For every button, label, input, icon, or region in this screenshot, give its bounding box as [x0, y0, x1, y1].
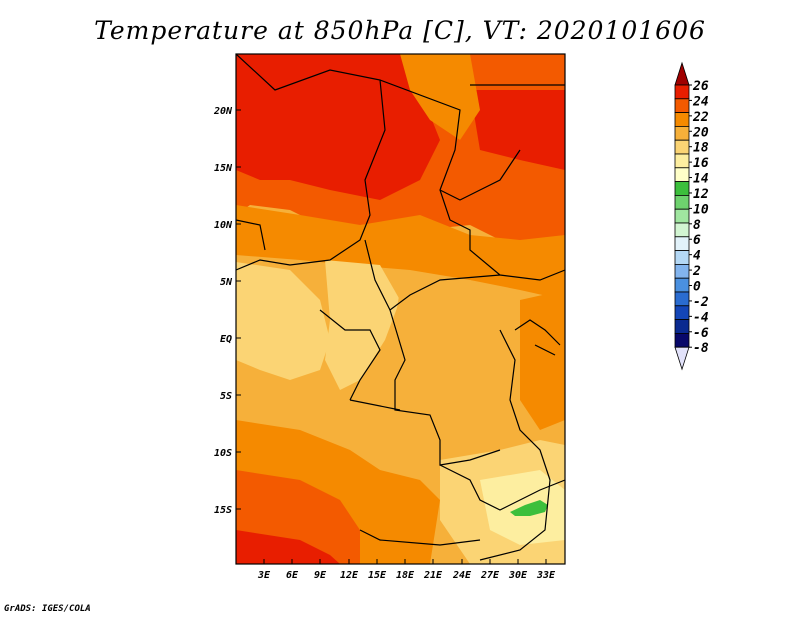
colorbar-swatch — [674, 319, 690, 334]
lon-label: 30E — [508, 570, 528, 581]
lat-label: 20N — [213, 106, 233, 117]
latitude-axis: 20N 15N 10N 5N EQ 5S 10S 15S — [213, 106, 241, 516]
colorbar-swatch — [674, 194, 690, 210]
colorbar-level-label: 10 — [693, 202, 709, 217]
colorbar-swatch — [674, 277, 690, 293]
colorbar-swatch — [674, 112, 690, 127]
colorbar-level-label: -8 — [693, 341, 709, 356]
grads-credit: GrADS: IGES/COLA — [4, 604, 91, 614]
lon-label: 3E — [257, 570, 271, 581]
colorbar-level-label: 24 — [692, 94, 709, 109]
colorbar-swatch — [674, 98, 690, 114]
colorbar-level-label: 6 — [693, 233, 701, 248]
colorbar-level-label: 18 — [693, 141, 709, 156]
lon-label: 33E — [536, 570, 556, 581]
map-title: Temperature at 850hPa [C], VT: 202010160… — [94, 16, 706, 45]
lat-label: 15N — [214, 163, 233, 174]
lon-label: 12E — [340, 570, 359, 581]
lat-label: 10N — [214, 220, 233, 231]
lat-label: EQ — [220, 334, 232, 345]
lat-label: 5S — [220, 391, 232, 402]
colorbar-level-label: 12 — [693, 187, 709, 202]
colorbar-swatch — [674, 153, 690, 169]
colorbar-swatch — [674, 250, 690, 265]
lon-label: 27E — [480, 570, 500, 581]
colorbar-level-label: -6 — [693, 326, 709, 341]
lon-label: 6E — [286, 570, 299, 581]
colorbar-swatch — [674, 305, 690, 320]
lon-label: 15E — [368, 570, 387, 581]
colorbar-level-label: 8 — [693, 218, 701, 233]
colorbar-level-label: 0 — [693, 280, 701, 295]
longitude-axis: 3E 6E 9E 12E 15E 18E 21E 24E 27E 30E 33E — [257, 559, 556, 581]
colorbar-swatch — [674, 84, 690, 100]
temperature-field — [236, 54, 565, 564]
colorbar-swatch — [674, 208, 690, 224]
lat-label: 10S — [214, 448, 232, 459]
colorbar-swatch — [674, 167, 690, 183]
colorbar-bottom-arrow — [674, 346, 690, 371]
colorbar-level-label: 16 — [693, 156, 709, 171]
lat-label: 5N — [220, 277, 233, 288]
colorbar-swatch — [674, 139, 690, 155]
colorbar-level-label: -2 — [693, 295, 709, 310]
lon-label: 21E — [423, 570, 443, 581]
colorbar-swatch — [674, 332, 690, 348]
lon-label: 9E — [314, 570, 327, 581]
country-borders — [236, 54, 565, 561]
colorbar-swatch — [674, 236, 690, 252]
lat-label: 15S — [214, 505, 232, 516]
colorbar-top-arrow — [674, 61, 690, 86]
colorbar-swatch — [674, 263, 690, 279]
colorbar-level-label: 2 — [692, 264, 701, 279]
colorbar-level-label: 26 — [692, 79, 709, 94]
colorbar-level-label: 14 — [693, 172, 709, 187]
map-frame — [235, 53, 566, 565]
colorbar-level-label: 20 — [692, 125, 709, 140]
colorbar-swatch — [674, 222, 690, 238]
colorbar-level-label: 22 — [692, 110, 709, 125]
colorbar-swatch — [674, 291, 690, 307]
colorbar-level-label: 4 — [693, 249, 701, 264]
colorbar-level-label: -4 — [693, 310, 709, 325]
colorbar-swatch — [674, 181, 690, 196]
lon-label: 24E — [452, 570, 472, 581]
colorbar-swatch — [674, 126, 690, 141]
lon-label: 18E — [396, 570, 415, 581]
